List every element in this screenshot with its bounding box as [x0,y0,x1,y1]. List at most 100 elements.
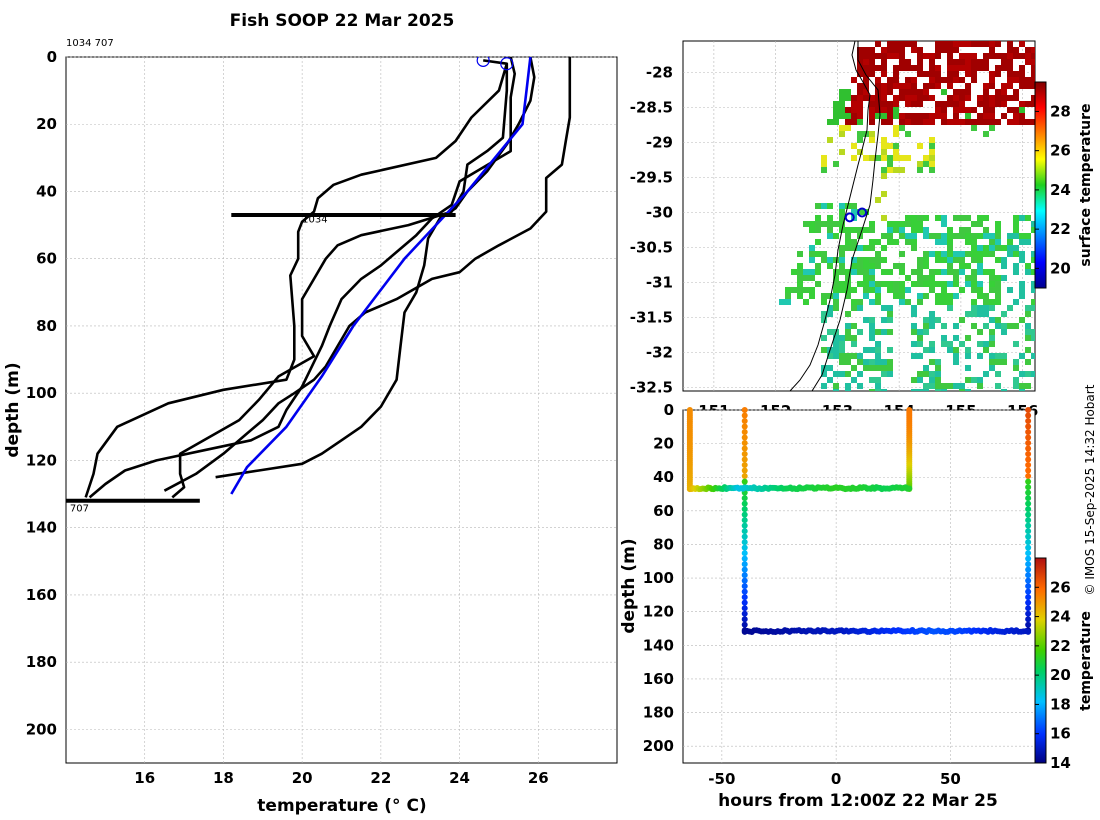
sst-pixel [851,305,857,311]
sst-pixel [977,293,983,299]
sst-pixel [983,107,989,113]
sst-pixel [965,263,971,269]
sst-pixel [803,269,809,275]
sst-pixel [905,65,911,71]
sst-pixel [851,341,857,347]
sst-pixel [1025,359,1031,365]
sst-pixel [995,317,1001,323]
sst-pixel [1025,239,1031,245]
sst-pixel [893,71,899,77]
sst-pixel [983,233,989,239]
left-ytick-label: 20 [36,115,57,133]
sst-pixel [1013,53,1019,59]
sst-pixel [839,95,845,101]
sst-pixel [1013,119,1019,125]
sst-pixel [821,347,827,353]
section-profile-point [1025,489,1032,496]
sst-pixel [851,323,857,329]
section-profile-point [741,555,748,562]
sst-pixel [863,155,869,161]
sst-pixel [905,101,911,107]
map-ytick-label: -28 [646,64,673,82]
sst-pixel [863,365,869,371]
sst-pixel [899,251,905,257]
map-panel: 151152153154155156-28-28.5-29-29.5-30-30… [630,40,1038,420]
sst-pixel [965,389,971,391]
sst-pixel [983,59,989,65]
sst-pixel [923,383,929,389]
section-colorbar-tick-label: 26 [1050,578,1071,596]
sst-pixel [839,251,845,257]
sst-pixel [971,125,977,131]
sst-pixel [911,47,917,53]
sst-pixel [869,287,875,293]
sst-pixel [833,161,839,167]
sst-pixel [845,233,851,239]
sst-pixel [959,269,965,275]
sst-pixel [989,233,995,239]
sst-pixel [995,353,1001,359]
sst-pixel [875,239,881,245]
sst-pixel [917,341,923,347]
sst-pixel [935,389,941,391]
sst-pixel [941,41,947,47]
section-ytick-label: 160 [643,670,674,688]
sst-pixel [797,293,803,299]
sst-pixel [929,95,935,101]
sst-pixel [851,77,857,83]
sst-pixel [983,269,989,275]
sst-pixel [923,257,929,263]
section-frame [682,409,1036,764]
section-profile-point [741,478,748,485]
section-xtick-label: 50 [940,770,961,788]
sst-pixel [845,335,851,341]
sst-pixel [827,305,833,311]
sst-pixel [941,107,947,113]
sst-pixel [947,269,953,275]
section-grid [683,409,1035,763]
map-ytick-label: -32 [646,344,673,362]
sst-pixel [923,89,929,95]
sst-pixel [827,137,833,143]
sst-pixel [815,221,821,227]
section-ytick-label: 20 [653,435,674,453]
section-profile-point [741,495,748,502]
sst-pixel [881,167,887,173]
sst-pixel [1025,371,1031,377]
sst-pixel [941,239,947,245]
sst-pixel [851,101,857,107]
sst-pixel [971,281,977,287]
sst-pixel [779,299,785,305]
sst-pixel [899,65,905,71]
sst-pixel [971,53,977,59]
sst-pixel [833,281,839,287]
sst-pixel [815,227,821,233]
sst-pixel [935,269,941,275]
sst-pixel [845,329,851,335]
sst-pixel [1019,251,1025,257]
sst-pixel [989,71,995,77]
sst-pixel [869,335,875,341]
sst-pixel [905,119,911,125]
sst-pixel [1031,83,1035,89]
sst-pixel [797,269,803,275]
sst-pixel [911,233,917,239]
sst-pixel [941,89,947,95]
sst-pixel [1031,281,1035,287]
sst-pixel [821,155,827,161]
sst-pixel [857,359,863,365]
sst-pixel [851,257,857,263]
map-colorbar [1034,81,1047,289]
sst-pixel [1001,323,1007,329]
sst-pixel [887,161,893,167]
sst-pixel [863,281,869,287]
map-colorbar-tick-label: 24 [1050,181,1071,199]
sst-pixel [869,389,875,391]
section-colorbar-tick-label: 24 [1050,608,1071,626]
sst-pixel [833,107,839,113]
sst-pixel [833,119,839,125]
sst-pixel [959,389,965,391]
sst-pixel [899,263,905,269]
sst-pixel [917,65,923,71]
map-ytick-label: -30.5 [630,239,673,257]
